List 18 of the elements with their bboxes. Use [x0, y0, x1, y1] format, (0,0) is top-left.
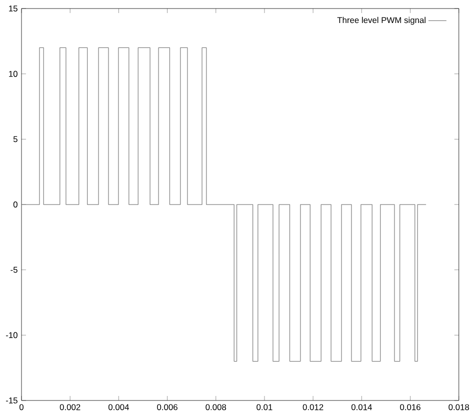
x-tick-label: 0.01 [256, 404, 272, 410]
y-tick-label: -10 [6, 332, 18, 338]
x-tick-label: 0 [19, 404, 24, 410]
y-tick-label: 5 [13, 136, 18, 142]
y-tick-label: 15 [9, 6, 18, 12]
x-tick-label: 0.012 [302, 404, 324, 410]
x-tick-label: 0.014 [351, 404, 372, 410]
legend-label: Three level PWM signal [337, 16, 426, 25]
y-tick-label: 10 [9, 71, 18, 77]
x-tick-label: 0.018 [448, 404, 470, 410]
x-tick-label: 0.008 [206, 404, 226, 410]
y-tick-label: -15 [6, 398, 18, 404]
x-tick-label: 0.002 [60, 404, 80, 410]
x-tick-label: 0.016 [400, 404, 420, 410]
y-tick-label: 0 [13, 202, 18, 208]
x-tick-label: 0.006 [157, 404, 178, 410]
y-tick-label: -5 [10, 267, 18, 273]
x-tick-label: 0.004 [108, 404, 129, 410]
